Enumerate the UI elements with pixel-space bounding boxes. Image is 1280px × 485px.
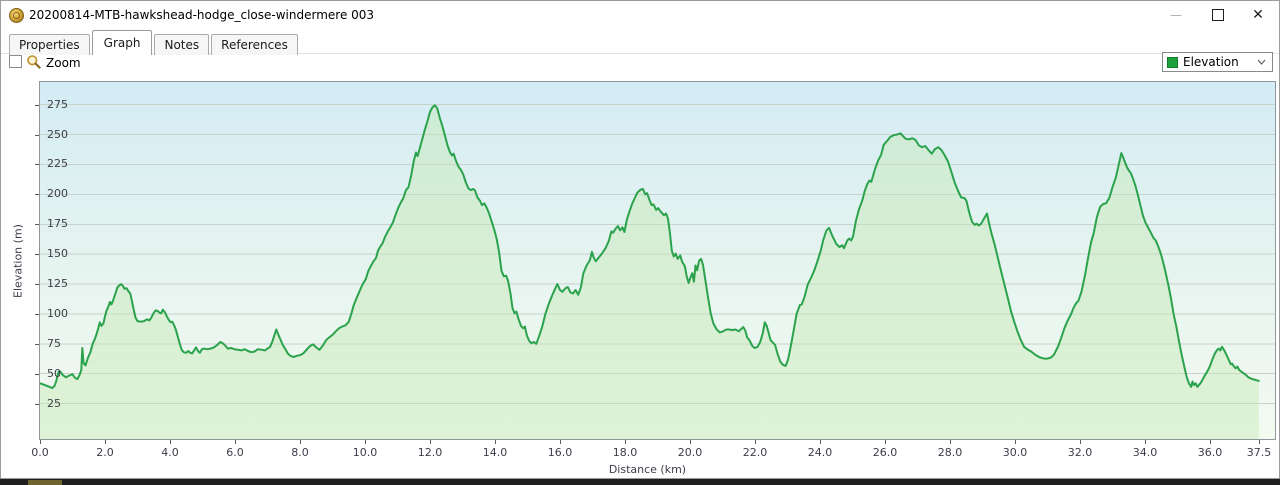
desktop-sliver xyxy=(0,479,1280,485)
x-tick-label: 24.0 xyxy=(807,446,833,459)
x-tick-label: 8.0 xyxy=(291,446,309,459)
x-tick-label: 37.5 xyxy=(1246,446,1272,459)
x-tick-mark xyxy=(1015,440,1016,444)
x-tick-mark xyxy=(1210,440,1211,444)
x-tick-label: 32.0 xyxy=(1067,446,1093,459)
x-tick-mark xyxy=(40,440,41,444)
x-tick-label: 30.0 xyxy=(1002,446,1028,459)
y-tick-label: 275 xyxy=(47,97,68,111)
tab-graph[interactable]: Graph xyxy=(91,30,153,55)
y-tick-mark xyxy=(35,135,39,136)
plot-area: Elevation (m) Distance (km) 25 50 75 100 125… xyxy=(12,81,1276,476)
title-bar: 20200814-MTB-hawkshead-hodge_close-winde… xyxy=(1,1,1279,30)
tab-notes[interactable]: Notes xyxy=(154,34,210,55)
app-icon xyxy=(9,8,24,23)
x-tick-label: 34.0 xyxy=(1132,446,1158,459)
x-tick-label: 20.0 xyxy=(677,446,703,459)
y-tick-mark xyxy=(35,254,39,255)
y-tick-mark xyxy=(35,404,39,405)
y-tick-label: 250 xyxy=(47,127,68,141)
x-tick-mark xyxy=(300,440,301,444)
x-tick-mark xyxy=(1145,440,1146,444)
x-tick-label: 0.0 xyxy=(31,446,49,459)
y-tick-mark xyxy=(35,344,39,345)
y-tick-label: 125 xyxy=(47,277,68,291)
y-tick-label: 175 xyxy=(47,217,68,231)
x-tick-mark xyxy=(1259,440,1260,444)
tab-properties[interactable]: Properties xyxy=(9,34,90,55)
y-tick-mark xyxy=(35,224,39,225)
y-tick-label: 50 xyxy=(47,366,61,380)
x-tick-mark xyxy=(430,440,431,444)
series-dropdown[interactable]: Elevation xyxy=(1162,52,1273,72)
x-tick-mark xyxy=(235,440,236,444)
x-tick-label: 18.0 xyxy=(612,446,638,459)
tab-strip-baseline xyxy=(1,53,1279,54)
maximize-button[interactable] xyxy=(1201,1,1235,29)
y-tick-label: 25 xyxy=(47,396,61,410)
x-tick-mark xyxy=(625,440,626,444)
x-tick-label: 6.0 xyxy=(226,446,244,459)
minimize-button[interactable]: — xyxy=(1170,8,1182,22)
series-swatch xyxy=(1167,56,1178,68)
x-tick-mark xyxy=(755,440,756,444)
x-tick-label: 2.0 xyxy=(96,446,114,459)
y-tick-label: 75 xyxy=(47,336,61,350)
x-tick-label: 12.0 xyxy=(417,446,443,459)
x-tick-mark xyxy=(950,440,951,444)
x-tick-mark xyxy=(820,440,821,444)
y-tick-label: 200 xyxy=(47,187,68,201)
x-tick-label: 36.0 xyxy=(1197,446,1223,459)
y-tick-mark xyxy=(35,105,39,106)
x-tick-label: 14.0 xyxy=(482,446,508,459)
x-tick-mark xyxy=(170,440,171,444)
x-tick-mark xyxy=(690,440,691,444)
magnifier-icon xyxy=(26,54,42,70)
chart-region: Elevation (m) Distance (km) 25 50 75 100 125… xyxy=(1,77,1279,478)
y-tick-label: 150 xyxy=(47,247,68,261)
x-tick-mark xyxy=(495,440,496,444)
x-tick-mark xyxy=(365,440,366,444)
x-tick-label: 22.0 xyxy=(742,446,768,459)
y-tick-label: 225 xyxy=(47,157,68,171)
x-tick-label: 4.0 xyxy=(161,446,179,459)
y-tick-mark xyxy=(35,374,39,375)
x-tick-mark xyxy=(105,440,106,444)
desktop-patch xyxy=(28,480,62,485)
y-axis-title: Elevation (m) xyxy=(11,223,25,298)
tab-bar: Properties Graph Notes References xyxy=(9,30,300,55)
chevron-down-icon xyxy=(1257,59,1266,65)
x-tick-label: 26.0 xyxy=(872,446,898,459)
x-tick-mark xyxy=(885,440,886,444)
window-title: 20200814-MTB-hawkshead-hodge_close-winde… xyxy=(29,8,375,22)
maximize-icon xyxy=(1212,9,1224,21)
y-tick-label: 100 xyxy=(47,306,68,320)
elevation-profile-chart xyxy=(40,104,1275,439)
y-tick-mark xyxy=(35,284,39,285)
close-button[interactable]: ✕ xyxy=(1252,7,1264,23)
zoom-checkbox-label[interactable]: Zoom xyxy=(46,56,81,70)
x-tick-label: 28.0 xyxy=(937,446,963,459)
x-axis-title: Distance (km) xyxy=(608,463,687,476)
x-tick-mark xyxy=(560,440,561,444)
series-dropdown-value: Elevation xyxy=(1183,55,1239,69)
tab-references[interactable]: References xyxy=(211,34,298,55)
x-tick-mark xyxy=(1080,440,1081,444)
y-tick-mark xyxy=(35,194,39,195)
x-tick-label: 10.0 xyxy=(352,446,378,459)
zoom-checkbox[interactable] xyxy=(9,55,22,68)
y-tick-mark xyxy=(35,164,39,165)
x-tick-label: 16.0 xyxy=(547,446,573,459)
y-tick-mark xyxy=(35,314,39,315)
